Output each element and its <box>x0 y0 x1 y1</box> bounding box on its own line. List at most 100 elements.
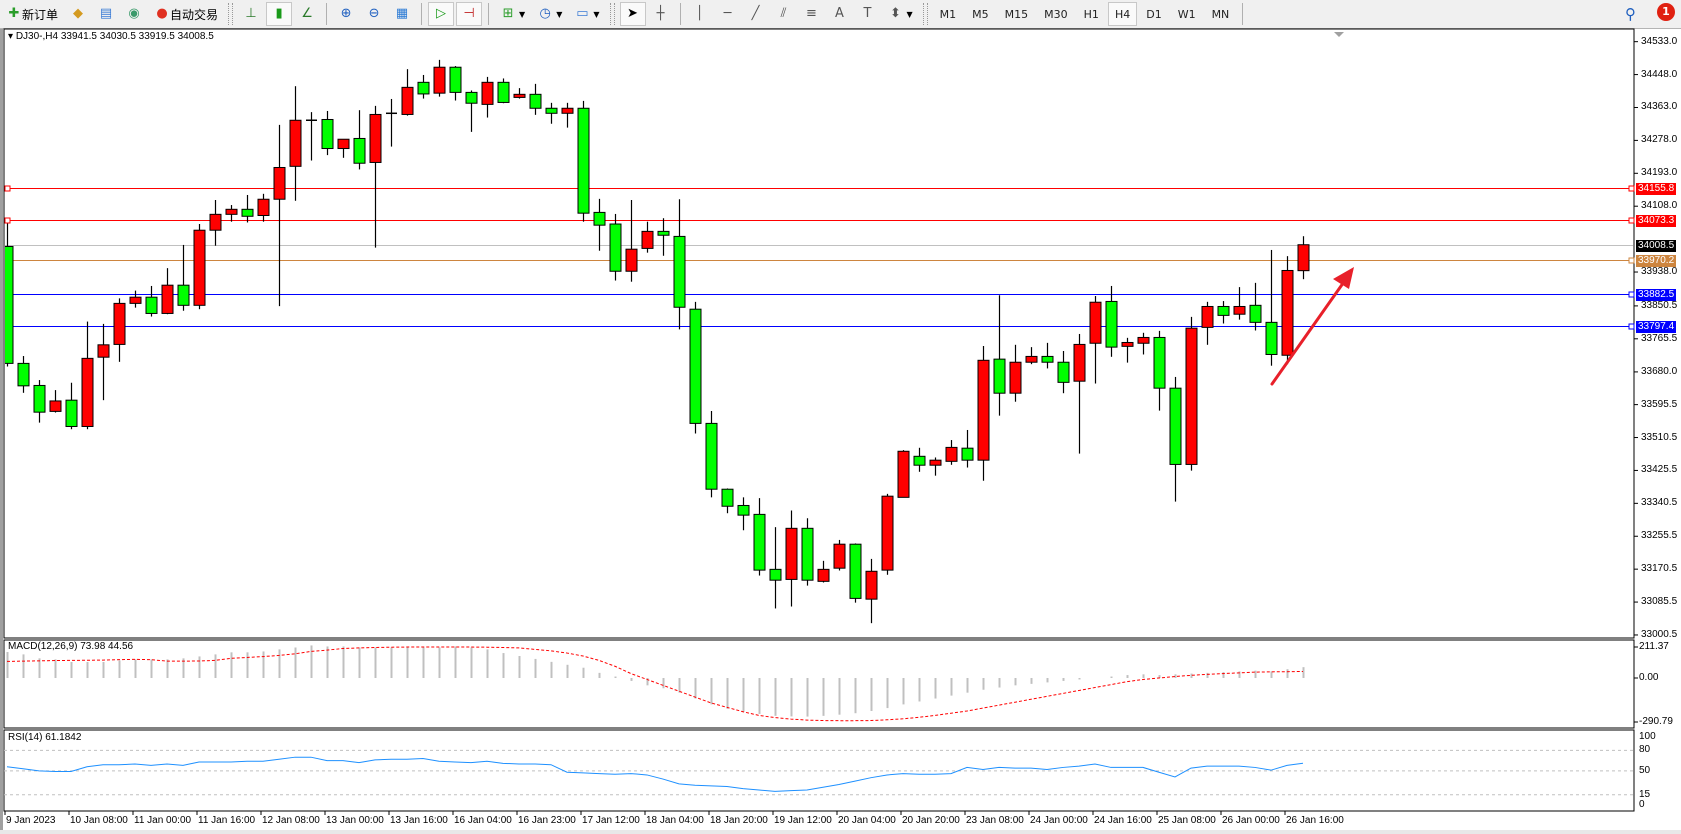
time-axis-label: 26 Jan 00:00 <box>1222 815 1280 826</box>
time-axis-label: 10 Jan 08:00 <box>70 815 128 826</box>
level-handle <box>1628 257 1635 264</box>
candle-body <box>737 504 750 516</box>
fibo-button[interactable]: ≡ <box>799 2 825 26</box>
toolbar-grip[interactable] <box>922 3 928 25</box>
candle-body <box>5 245 14 364</box>
candle-body <box>561 107 574 114</box>
trendline-button[interactable]: ╱ <box>743 2 769 26</box>
indicators-button[interactable]: ⊞ ▼ <box>495 2 530 26</box>
candle-body <box>529 93 542 109</box>
timeframe-m15-button[interactable]: M15 <box>1004 7 1029 21</box>
text-label-button[interactable]: T <box>855 2 881 26</box>
timeframe-m5-button[interactable]: M5 <box>972 7 989 21</box>
rsi-tick-label: 80 <box>1639 744 1651 756</box>
candlestick-button[interactable]: ▮ <box>266 2 293 26</box>
level-handle <box>1628 185 1635 192</box>
candle-body <box>801 527 814 581</box>
toolbar-grip[interactable] <box>228 3 234 25</box>
timeframe-w1-button[interactable]: W1 <box>1177 7 1196 21</box>
timeframe-m30-button[interactable]: M30 <box>1044 7 1068 21</box>
rsi-panel <box>3 729 1635 812</box>
bar-chart-button[interactable]: ⊥ <box>238 2 264 26</box>
candle-body <box>609 223 622 272</box>
fibo-icon: ≡ <box>806 6 817 21</box>
tile-windows-button[interactable]: ▦ <box>389 2 415 26</box>
zoom-in-icon: ⊕ <box>340 6 352 21</box>
candle-body <box>225 208 238 215</box>
price-tick-label: 33595.5 <box>1641 398 1678 410</box>
time-axis-label: 11 Jan 00:00 <box>134 815 192 826</box>
market-watch-button[interactable]: ◆ <box>65 2 91 26</box>
candle-body <box>1201 305 1214 328</box>
symbol-ohlc-readout: DJ30-,H4 33941.5 34030.5 33919.5 34008.5 <box>15 31 214 42</box>
zoom-out-button[interactable]: ⊖ <box>361 2 387 26</box>
candle-body <box>1297 244 1310 272</box>
candle-body <box>177 284 190 306</box>
candlestick-icon: ▮ <box>275 6 283 21</box>
candle-body <box>449 66 462 93</box>
candle-body <box>817 568 830 582</box>
toolbar: ✚ 新订单 ◆ ▤ ◉ ● 自动交易 ⊥ ▮ ∠ ⊕ ⊖ ▦ ▷ ⊣ ⊞ ▼ ◷ ▼ ▭… <box>0 0 1681 29</box>
search-icon[interactable]: ⚲ <box>1625 5 1636 23</box>
time-axis-label: 23 Jan 08:00 <box>966 815 1024 826</box>
separator <box>1242 3 1244 25</box>
timeframe-d1-button[interactable]: D1 <box>1146 7 1162 21</box>
auto-trading-button[interactable]: ● 自动交易 <box>149 2 223 26</box>
text-button[interactable]: A <box>827 2 853 26</box>
candle-body <box>1105 300 1118 348</box>
new-order-icon: ✚ <box>8 6 20 21</box>
candle-body <box>913 455 926 466</box>
chevron-down-icon: ▼ <box>906 9 913 19</box>
fibo-channel-button[interactable]: ⫽ <box>771 2 797 26</box>
price-tick-label: 33425.5 <box>1641 464 1678 476</box>
time-axis-label: 18 Jan 04:00 <box>646 815 704 826</box>
window-border <box>0 29 3 834</box>
price-tick-label: 33255.5 <box>1641 530 1678 542</box>
toolbar-grip[interactable] <box>609 3 615 25</box>
timeframe-h1-button[interactable]: H1 <box>1083 7 1099 21</box>
candle-body <box>545 107 558 114</box>
arrows-button[interactable]: ⬍ ▼ <box>883 2 918 26</box>
indicators-icon: ⊞ <box>502 6 514 21</box>
horizontal-line-button[interactable]: ─ <box>715 2 741 26</box>
time-axis-label: 20 Jan 20:00 <box>902 815 960 826</box>
templates-button[interactable]: ▭ ▼ <box>569 2 604 26</box>
periods-icon: ◷ <box>539 6 551 21</box>
time-axis-label: 16 Jan 23:00 <box>518 815 576 826</box>
notification-icon[interactable]: 1 <box>1657 3 1675 21</box>
zoom-in-button[interactable]: ⊕ <box>333 2 359 26</box>
time-axis-label: 13 Jan 16:00 <box>390 815 448 826</box>
line-chart-icon: ∠ <box>301 6 313 21</box>
price-tick-label: 34193.0 <box>1641 167 1678 179</box>
new-order-button[interactable]: ✚ 新订单 <box>1 2 63 26</box>
time-axis-label: 12 Jan 08:00 <box>262 815 320 826</box>
candle-body <box>625 248 638 272</box>
arrows-icon: ⬍ <box>890 6 901 21</box>
horizontal-line-icon: ─ <box>723 6 732 21</box>
periods-button[interactable]: ◷ ▼ <box>532 2 567 26</box>
rsi-tick-label: 0 <box>1639 799 1645 810</box>
chevron-down-icon: ▼ <box>556 9 563 19</box>
price-plot <box>5 59 1633 624</box>
candle-body <box>961 447 974 461</box>
timeframe-m1-button[interactable]: M1 <box>939 7 957 21</box>
status-strip <box>0 830 1681 834</box>
level-handle <box>4 185 11 192</box>
cursor-button[interactable]: ➤ <box>619 2 646 26</box>
timeframe-h4-button[interactable]: H4 <box>1107 2 1138 26</box>
crosshair-button[interactable]: ┼ <box>648 2 674 26</box>
price-tick-label: 33000.5 <box>1641 628 1678 640</box>
candle-body <box>481 81 494 105</box>
level-handle <box>1628 291 1635 298</box>
vertical-line-button[interactable]: │ <box>687 2 713 26</box>
separator <box>421 3 423 25</box>
signals-button[interactable]: ◉ <box>121 2 147 26</box>
timeframe-mn-button[interactable]: MN <box>1211 7 1230 21</box>
auto-scroll-button[interactable]: ▷ <box>428 2 455 26</box>
candle-body <box>881 495 894 571</box>
line-chart-button[interactable]: ∠ <box>294 2 320 26</box>
chart-shift-button[interactable]: ⊣ <box>456 2 483 26</box>
navigator-button[interactable]: ▤ <box>93 2 119 26</box>
candle-body <box>1073 343 1086 382</box>
